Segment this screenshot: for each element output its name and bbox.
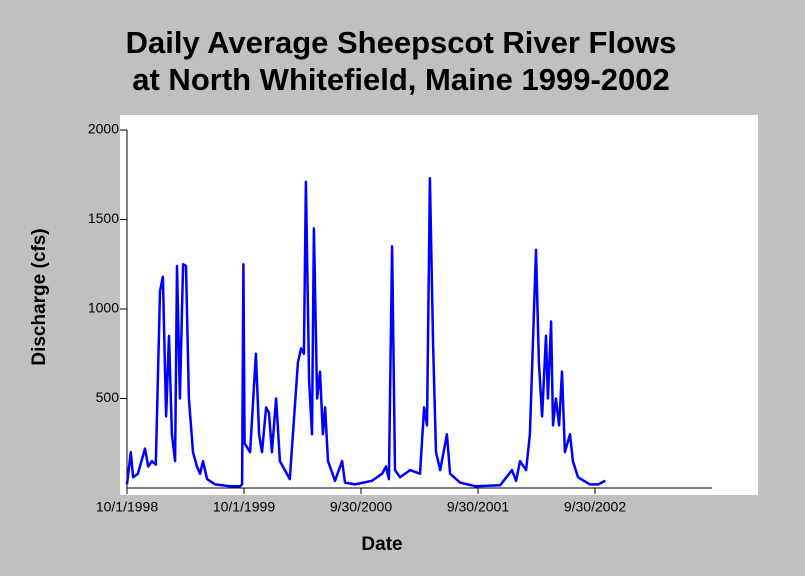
y-axis-label: Discharge (cfs): [29, 228, 50, 365]
y-tick-label: 2000: [88, 121, 119, 137]
x-tick-label: 9/30/2002: [564, 499, 626, 515]
plot-area: [120, 115, 758, 495]
chart-subtitle: at North Whitefield, Maine 1999-2002: [132, 62, 669, 97]
x-tick-label: 10/1/1999: [213, 499, 275, 515]
y-tick-label: 1000: [88, 300, 119, 316]
y-tick-label: 500: [96, 389, 120, 405]
x-tick-label: 9/30/2001: [447, 499, 509, 515]
flow-line: [125, 177, 606, 488]
x-tick-label: 10/1/1998: [96, 499, 158, 515]
x-axis-label: Date: [361, 534, 402, 555]
x-tick-label: 9/30/2000: [330, 499, 392, 515]
chart-title: Daily Average Sheepscot River Flows: [126, 25, 677, 60]
y-tick-label: 1500: [88, 210, 119, 226]
